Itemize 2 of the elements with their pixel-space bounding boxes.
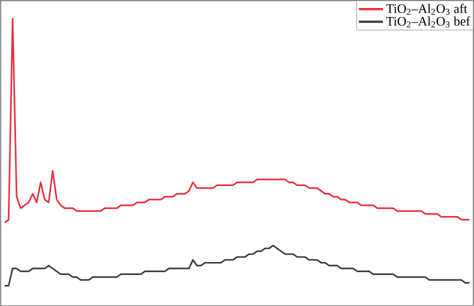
legend-label: TiO$_{2}$–Al$_{2}$O$_{3}$ aft xyxy=(386,4,468,15)
legend-label: TiO$_{2}$–Al$_{2}$O$_{3}$ bef xyxy=(386,16,470,28)
